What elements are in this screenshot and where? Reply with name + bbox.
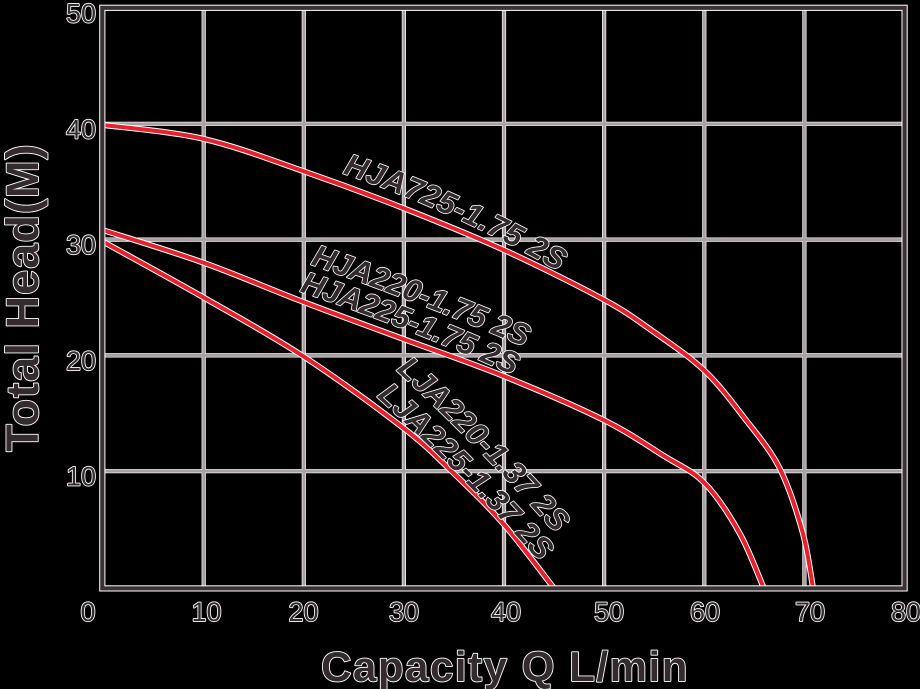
svg-text:0: 0	[80, 597, 95, 627]
svg-text:80: 80	[891, 597, 920, 627]
svg-text:Total Head(M): Total Head(M)	[0, 143, 48, 451]
svg-text:50: 50	[66, 0, 96, 29]
svg-text:10: 10	[66, 462, 96, 492]
svg-text:Capacity Q L/min: Capacity Q L/min	[321, 643, 689, 689]
svg-text:60: 60	[690, 597, 720, 627]
svg-text:20: 20	[66, 346, 96, 376]
svg-text:30: 30	[66, 230, 96, 260]
svg-text:40: 40	[491, 597, 521, 627]
svg-text:50: 50	[594, 597, 624, 627]
svg-text:10: 10	[191, 597, 221, 627]
svg-text:30: 30	[389, 597, 419, 627]
svg-text:70: 70	[795, 597, 825, 627]
svg-text:20: 20	[288, 597, 318, 627]
svg-text:40: 40	[66, 114, 96, 144]
